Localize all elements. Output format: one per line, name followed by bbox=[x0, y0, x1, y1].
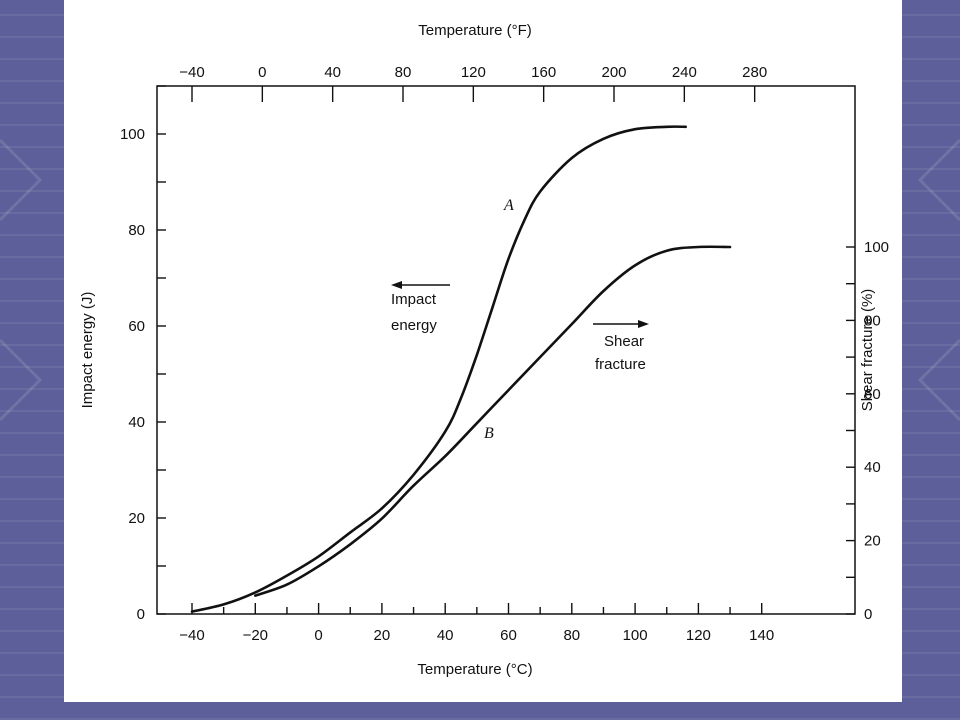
left-tick-label: 40 bbox=[128, 414, 145, 431]
right-tick-label: 0 bbox=[864, 606, 872, 623]
left-tick-label: 20 bbox=[128, 510, 145, 527]
right-tick-label: 20 bbox=[864, 533, 881, 550]
bottom-tick-label: 20 bbox=[374, 627, 391, 644]
bottom-axis-ticks: −40 −20 0 20 40 60 80 100 120 140 bbox=[179, 603, 774, 644]
series-B-line bbox=[254, 245, 732, 597]
impact-energy-label-line2: energy bbox=[391, 317, 437, 334]
plot-frame bbox=[156, 85, 856, 615]
right-axis-ticks: 0 20 40 60 80 100 bbox=[846, 239, 889, 623]
slide: 0 20 40 60 80 100 0 20 40 60 80 100 −40 −20 0 20 40 60 8… bbox=[64, 0, 902, 702]
shear-fracture-label-line1: Shear bbox=[604, 333, 644, 350]
bottom-tick-label: 140 bbox=[749, 627, 774, 644]
curve-a-label: A bbox=[503, 197, 514, 214]
top-tick-label: −40 bbox=[179, 64, 204, 81]
left-tick-label: 100 bbox=[120, 126, 145, 143]
top-tick-label: 0 bbox=[258, 64, 266, 81]
left-axis-title: Impact energy (J) bbox=[79, 292, 96, 409]
right-tick-label: 100 bbox=[864, 239, 889, 256]
series-A-line bbox=[190, 125, 687, 613]
right-tick-label: 40 bbox=[864, 459, 881, 476]
right-axis-title: Shear fracture (%) bbox=[859, 289, 876, 412]
bottom-tick-label: 0 bbox=[314, 627, 322, 644]
bottom-tick-label: 40 bbox=[437, 627, 454, 644]
top-axis-ticks: −40 0 40 80 120 160 200 240 280 bbox=[179, 64, 767, 102]
top-axis-title: Temperature (°F) bbox=[418, 22, 532, 39]
left-tick-label: 60 bbox=[128, 318, 145, 335]
left-tick-label: 0 bbox=[137, 606, 145, 623]
left-tick-label: 80 bbox=[128, 222, 145, 239]
bottom-tick-label: 100 bbox=[623, 627, 648, 644]
left-axis-ticks: 0 20 40 60 80 100 bbox=[120, 85, 166, 623]
bottom-tick-label: 60 bbox=[500, 627, 517, 644]
impact-arrow-head bbox=[391, 281, 402, 289]
top-tick-label: 200 bbox=[601, 64, 626, 81]
series-layer bbox=[190, 125, 732, 613]
impact-energy-label-line1: Impact bbox=[391, 291, 437, 308]
top-tick-label: 80 bbox=[395, 64, 412, 81]
top-tick-label: 240 bbox=[672, 64, 697, 81]
bottom-axis-title: Temperature (°C) bbox=[417, 661, 532, 678]
right-tick-label: 60 bbox=[864, 386, 881, 403]
curve-b-label: B bbox=[484, 425, 494, 442]
top-tick-label: 280 bbox=[742, 64, 767, 81]
bottom-tick-label: 80 bbox=[563, 627, 580, 644]
charpy-transition-chart: 0 20 40 60 80 100 0 20 40 60 80 100 −40 −20 0 20 40 60 8… bbox=[79, 22, 889, 678]
top-tick-label: 160 bbox=[531, 64, 556, 81]
top-tick-label: 40 bbox=[324, 64, 341, 81]
bottom-tick-label: −20 bbox=[243, 627, 268, 644]
top-tick-label: 120 bbox=[461, 64, 486, 81]
shear-fracture-label-line2: fracture bbox=[595, 356, 646, 373]
shear-arrow-head bbox=[638, 320, 649, 328]
bottom-tick-label: −40 bbox=[179, 627, 204, 644]
bottom-tick-label: 120 bbox=[686, 627, 711, 644]
right-tick-label: 80 bbox=[864, 312, 881, 329]
